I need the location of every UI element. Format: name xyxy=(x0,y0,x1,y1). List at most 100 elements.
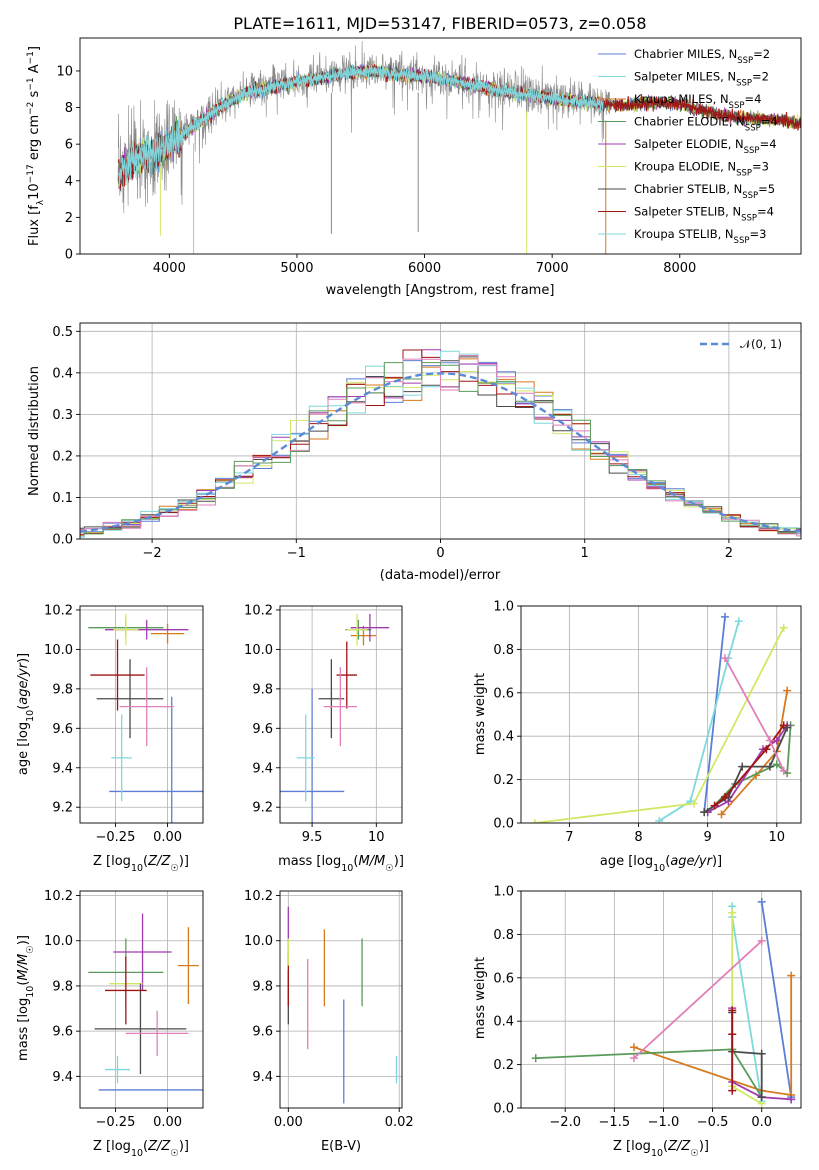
weight-vs-z-frame xyxy=(520,890,802,1109)
y-tick-label: 10.0 xyxy=(244,643,273,658)
weight-marker xyxy=(787,971,796,980)
y-tick-label: 0.5 xyxy=(52,325,73,340)
weight-marker xyxy=(779,623,788,632)
y-tick-label: 10 xyxy=(56,64,73,79)
weight-series-kroupa_miles xyxy=(633,975,793,1097)
y-tick-label: 9.6 xyxy=(52,722,73,737)
legend-entry: Salpeter MILES, NSSP=2 xyxy=(634,70,769,89)
weight-marker xyxy=(757,897,766,906)
legend-entry: Salpeter STELIB, NSSP=4 xyxy=(634,205,774,224)
y-tick-label: 9.4 xyxy=(52,761,73,776)
y-tick-label: 0.4 xyxy=(493,730,514,745)
weight-marker xyxy=(762,745,771,754)
weight-marker xyxy=(700,808,709,817)
y-tick-label: 0.4 xyxy=(493,1015,514,1030)
weight-marker xyxy=(757,1093,766,1102)
weight-marker xyxy=(738,762,747,771)
mass-vs-z-axes xyxy=(80,891,203,1108)
y-tick-label: 2 xyxy=(65,211,73,226)
age-vs-mass-plot-area xyxy=(280,613,390,823)
x-tick-label: −1.0 xyxy=(648,1115,680,1130)
y-tick-label: 0.4 xyxy=(52,366,73,381)
weight-marker xyxy=(728,1030,737,1039)
x-tick-label: −0.25 xyxy=(96,830,136,845)
weight-marker xyxy=(779,721,788,730)
x-tick-label: −0.25 xyxy=(96,1115,136,1130)
x-tick-label: 0.0 xyxy=(751,1115,772,1130)
x-tick-label: −2.0 xyxy=(549,1115,581,1130)
weight-series-chabrier_miles xyxy=(703,616,726,813)
y-tick-label: 4 xyxy=(65,174,73,189)
y-tick-label: 0 xyxy=(65,248,73,263)
weight-marker xyxy=(728,1086,737,1095)
weight-marker xyxy=(629,1054,638,1063)
histogram-plot-area xyxy=(80,349,801,538)
y-tick-label: 9.2 xyxy=(52,801,73,816)
histogram-x-label: (data-model)/error xyxy=(380,568,501,583)
weight-vs-age-x-label: age [log10(age/yr)] xyxy=(600,854,722,874)
y-tick-label: 9.4 xyxy=(252,761,273,776)
y-tick-label: 10.2 xyxy=(44,889,73,904)
y-tick-label: 10.0 xyxy=(244,934,273,949)
y-tick-label: 10.0 xyxy=(44,934,73,949)
weight-marker xyxy=(710,801,719,810)
spectrum-frame xyxy=(79,37,802,255)
x-tick-label: 5000 xyxy=(280,261,313,276)
weight-marker xyxy=(655,816,664,823)
spectrum-y-label: Flux [fλ10−17 erg cm−2 s−1 A−1] xyxy=(26,46,46,246)
y-tick-label: 6 xyxy=(65,138,73,153)
x-tick-label: 6000 xyxy=(408,261,441,276)
y-tick-label: 9.6 xyxy=(252,1025,273,1040)
y-tick-label: 0.6 xyxy=(493,686,514,701)
age-vs-z-x-label: Z [log10(Z/Z☉)] xyxy=(93,854,189,874)
gaussian-curve xyxy=(80,372,801,533)
x-tick-label: 8000 xyxy=(663,261,696,276)
y-tick-label: 9.6 xyxy=(252,722,273,737)
y-tick-label: 9.4 xyxy=(252,1070,273,1085)
legend-entry: Kroupa STELIB, NSSP=3 xyxy=(634,227,766,246)
weight-marker xyxy=(757,936,766,945)
x-tick-label: 7000 xyxy=(536,261,569,276)
y-tick-label: 0.8 xyxy=(493,643,514,658)
age-vs-z-plot-area xyxy=(88,613,203,823)
weight-marker xyxy=(772,760,781,769)
x-tick-label: −1 xyxy=(287,546,306,561)
legend-entry: Salpeter ELODIE, NSSP=4 xyxy=(634,137,777,156)
weight-marker xyxy=(734,617,743,626)
y-tick-label: 10.0 xyxy=(44,643,73,658)
x-tick-label: 8 xyxy=(634,830,642,845)
age-vs-mass-frame xyxy=(279,605,403,824)
weight-series-pink xyxy=(633,940,763,1059)
x-tick-label: 0.00 xyxy=(274,1115,303,1130)
legend-entry: Kroupa MILES, NSSP=4 xyxy=(634,92,761,111)
y-tick-label: 0.1 xyxy=(52,491,73,506)
y-tick-label: 9.8 xyxy=(252,682,273,697)
y-tick-label: 9.8 xyxy=(52,682,73,697)
weight-marker xyxy=(779,766,788,775)
histogram-y-label: Normed distribution xyxy=(27,366,42,496)
x-tick-label: 0.00 xyxy=(153,830,182,845)
y-tick-label: 0.0 xyxy=(493,1102,514,1117)
mass-vs-ebv-plot-area xyxy=(287,906,398,1104)
y-tick-label: 0.6 xyxy=(493,971,514,986)
weight-marker xyxy=(772,736,781,745)
y-tick-label: 9.4 xyxy=(52,1070,73,1085)
weight-vs-z-plot-area xyxy=(531,897,796,1108)
weight-marker xyxy=(728,1006,737,1015)
weight-marker xyxy=(765,762,774,771)
weight-marker xyxy=(720,792,729,801)
weight-marker xyxy=(717,810,726,819)
weight-marker xyxy=(689,799,698,808)
weight-marker xyxy=(530,819,539,823)
y-tick-label: 8 xyxy=(65,101,73,116)
y-tick-label: 9.8 xyxy=(52,979,73,994)
weight-marker xyxy=(783,686,792,695)
legend-entry: Chabrier ELODIE, NSSP=4 xyxy=(634,115,778,134)
weight-vs-z-y-label: mass weight xyxy=(473,957,488,1039)
weight-series-salpeter_stelib xyxy=(714,724,785,807)
mass-vs-z-x-label: Z [log10(Z/Z☉)] xyxy=(93,1139,189,1159)
model-spectrum-kroupa_stelib xyxy=(117,65,604,188)
x-tick-label: 0 xyxy=(436,546,444,561)
x-tick-label: 9.5 xyxy=(302,830,323,845)
